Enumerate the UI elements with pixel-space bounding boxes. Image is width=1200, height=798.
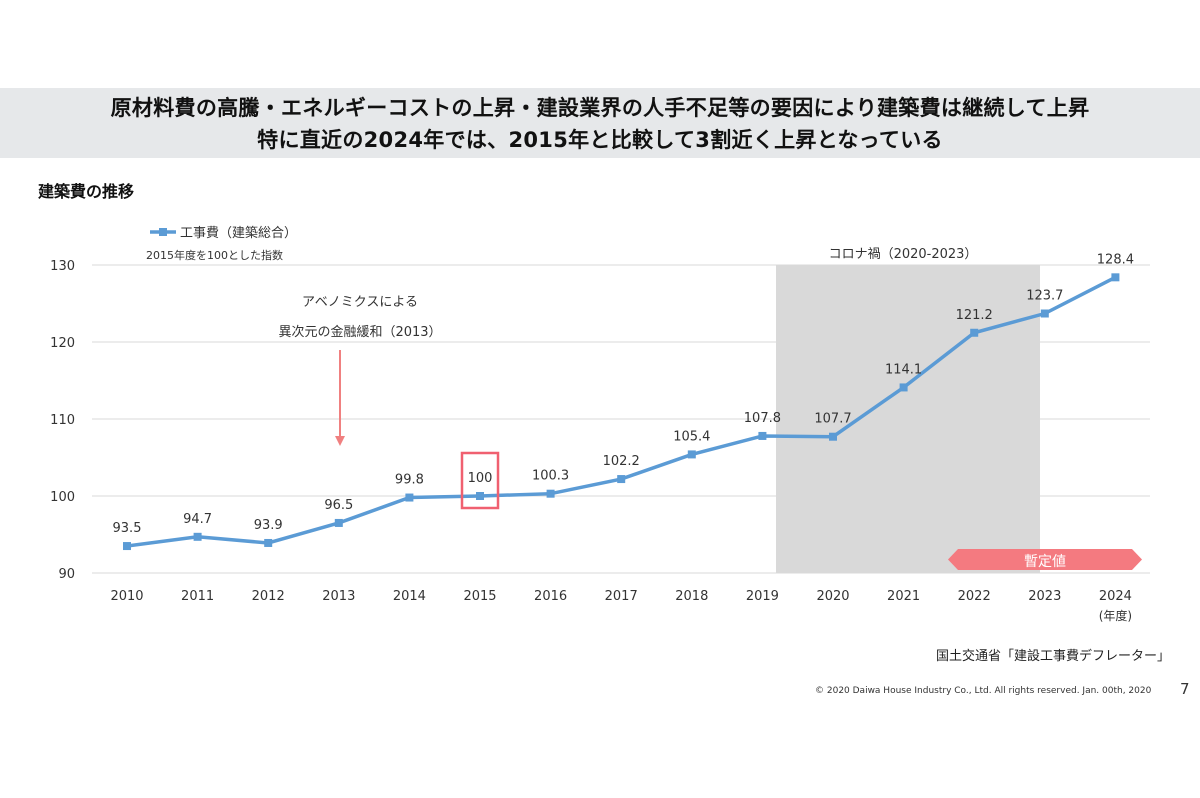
data-label: 128.4 xyxy=(1097,252,1134,267)
data-label: 121.2 xyxy=(956,308,993,323)
y-tick-label: 100 xyxy=(50,490,75,505)
copyright: © 2020 Daiwa House Industry Co., Ltd. Al… xyxy=(815,686,1152,696)
data-point xyxy=(193,532,202,541)
data-label: 114.1 xyxy=(885,362,922,377)
y-tick-label: 130 xyxy=(50,259,75,274)
data-point xyxy=(687,450,696,459)
x-tick-label: 2011 xyxy=(181,589,214,604)
legend-label: 工事費（建築総合） xyxy=(180,226,297,241)
data-label: 123.7 xyxy=(1026,289,1063,304)
data-label: 105.4 xyxy=(673,429,710,444)
data-point xyxy=(617,475,626,484)
provisional-label: 暫定値 xyxy=(1024,554,1066,570)
section-title: 建築費の推移 xyxy=(38,182,135,201)
x-tick-label: 2019 xyxy=(746,589,779,604)
data-label: 107.8 xyxy=(744,411,781,426)
y-tick-label: 90 xyxy=(58,567,75,582)
data-point xyxy=(123,542,131,551)
data-point xyxy=(476,492,484,500)
y-axis-note: 2015年度を100とした指数 xyxy=(146,248,283,262)
abenomics-annotation-line1: アベノミクスによる xyxy=(302,295,418,310)
data-point xyxy=(264,538,273,547)
line-chart: コロナ禍（2020-2023） 90 100 110 120 130 2010 2011 2… xyxy=(50,226,1150,623)
data-point xyxy=(334,518,343,527)
arrow-head-icon xyxy=(335,436,345,446)
x-tick-label: 2017 xyxy=(605,589,638,604)
x-axis-unit: (年度) xyxy=(1099,608,1132,623)
data-point xyxy=(546,489,555,498)
data-label: 100 xyxy=(468,471,493,486)
page-number: 7 xyxy=(1180,680,1190,698)
header-banner: 原材料費の高騰・エネルギーコストの上昇・建設業界の人手不足等の要因により建築費は… xyxy=(0,88,1200,158)
data-label: 107.7 xyxy=(814,412,851,427)
covid-label: コロナ禍（2020-2023） xyxy=(829,246,978,262)
x-tick-label: 2021 xyxy=(887,589,920,604)
highlight-box-2015 xyxy=(460,451,500,510)
data-point xyxy=(758,431,767,440)
x-tick-label: 2018 xyxy=(675,589,708,604)
x-tick-label: 2023 xyxy=(1028,589,1061,604)
provisional-badge xyxy=(948,549,1142,570)
data-point xyxy=(970,328,979,337)
data-point xyxy=(1040,309,1049,318)
data-point xyxy=(1111,273,1120,282)
legend-marker xyxy=(159,228,167,236)
data-point xyxy=(899,383,908,392)
header-line-2: 特に直近の2024年では、2015年と比較して3割近く上昇となっている xyxy=(257,128,943,152)
x-tick-label: 2012 xyxy=(252,589,285,604)
y-tick-label: 110 xyxy=(50,413,75,428)
x-tick-label: 2016 xyxy=(534,589,567,604)
x-tick-label: 2024 xyxy=(1099,589,1132,604)
data-label: 102.2 xyxy=(603,454,640,469)
x-tick-label: 2015 xyxy=(463,589,496,604)
data-label: 99.8 xyxy=(395,473,424,488)
x-tick-label: 2022 xyxy=(958,589,991,604)
source-note: 国土交通省「建設工事費デフレーター」 xyxy=(935,649,1170,664)
x-tick-label: 2010 xyxy=(110,589,143,604)
data-point xyxy=(829,432,837,441)
x-tick-label: 2013 xyxy=(322,589,355,604)
y-tick-label: 120 xyxy=(50,336,75,351)
data-label: 93.9 xyxy=(254,518,283,533)
abenomics-annotation-line2: 異次元の金融緩和（2013） xyxy=(278,324,441,340)
data-point xyxy=(405,493,414,502)
header-line-1: 原材料費の高騰・エネルギーコストの上昇・建設業界の人手不足等の要因により建築費は… xyxy=(110,96,1090,120)
x-tick-label: 2014 xyxy=(393,589,426,604)
data-label: 93.5 xyxy=(113,521,142,536)
data-label: 100.3 xyxy=(532,469,569,484)
data-label: 96.5 xyxy=(324,498,353,513)
x-tick-label: 2020 xyxy=(816,589,849,604)
data-label: 94.7 xyxy=(183,512,212,527)
